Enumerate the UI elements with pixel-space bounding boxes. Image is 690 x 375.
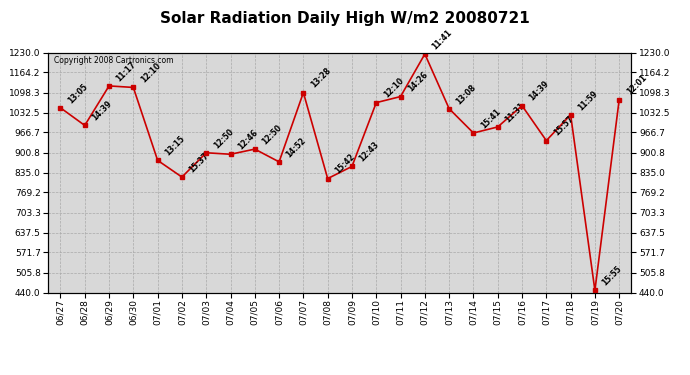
Text: 11:17: 11:17 — [115, 60, 138, 83]
Text: 12:43: 12:43 — [357, 140, 381, 164]
Text: Copyright 2008 Cartronics.com: Copyright 2008 Cartronics.com — [54, 56, 174, 65]
Text: 15:37: 15:37 — [188, 151, 211, 174]
Text: 13:15: 13:15 — [163, 134, 186, 158]
Text: Solar Radiation Daily High W/m2 20080721: Solar Radiation Daily High W/m2 20080721 — [160, 11, 530, 26]
Text: 11:41: 11:41 — [431, 28, 454, 51]
Text: 11:31: 11:31 — [503, 101, 526, 124]
Text: 14:26: 14:26 — [406, 70, 430, 94]
Text: 14:39: 14:39 — [528, 80, 551, 103]
Text: 12:46: 12:46 — [236, 128, 259, 152]
Text: 15:42: 15:42 — [333, 153, 357, 176]
Text: 12:10: 12:10 — [139, 61, 162, 85]
Text: 12:01: 12:01 — [624, 74, 648, 97]
Text: 12:50: 12:50 — [260, 123, 284, 146]
Text: 12:10: 12:10 — [382, 76, 405, 100]
Text: 13:05: 13:05 — [66, 82, 89, 105]
Text: 12:50: 12:50 — [212, 127, 235, 150]
Text: 15:57: 15:57 — [552, 114, 575, 138]
Text: 11:59: 11:59 — [576, 88, 600, 112]
Text: 14:52: 14:52 — [285, 136, 308, 159]
Text: 14:39: 14:39 — [90, 99, 114, 123]
Text: 15:55: 15:55 — [600, 264, 624, 288]
Text: 13:08: 13:08 — [455, 82, 478, 106]
Text: 15:41: 15:41 — [479, 107, 502, 130]
Text: 13:28: 13:28 — [309, 66, 333, 90]
